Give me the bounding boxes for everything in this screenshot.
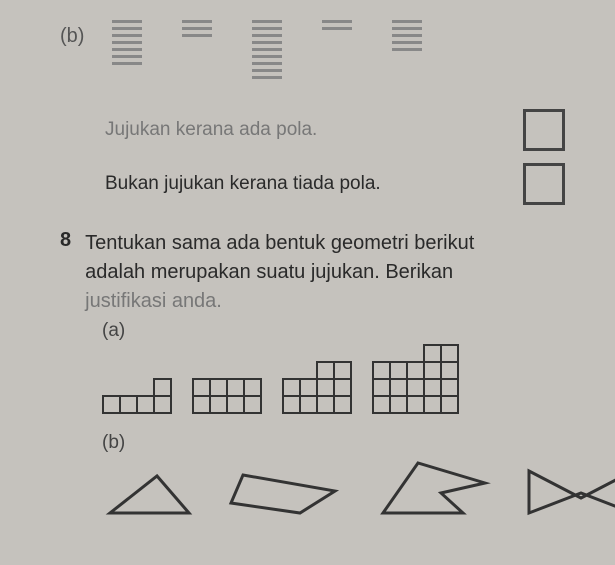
question-number: 8 — [60, 229, 71, 316]
statements-container: Jujukan kerana ada pola. Bukan jujukan ke… — [60, 109, 565, 205]
polygon-3 — [521, 463, 615, 518]
grid-shape-3 — [372, 344, 459, 414]
polygon-2 — [373, 458, 493, 518]
shapes-row-a — [102, 344, 565, 414]
shapes-row-b — [102, 458, 565, 518]
polygon-1 — [225, 463, 345, 518]
statement-text: Bukan jujukan kerana tiada pola. — [105, 173, 381, 195]
grid-shape-1 — [192, 378, 262, 414]
q8-line2: adalah merupakan suatu jujukan. Berikan — [85, 261, 453, 283]
part-b: (b) — [102, 432, 565, 518]
section-b-row: (b) — [60, 20, 565, 79]
part-a-label: (a) — [102, 320, 565, 342]
tally-2 — [252, 20, 282, 79]
checkbox[interactable] — [523, 109, 565, 151]
question-8: 8 Tentukan sama ada bentuk geometri beri… — [60, 229, 565, 316]
tally-1 — [182, 20, 212, 37]
question-text: Tentukan sama ada bentuk geometri beriku… — [85, 229, 474, 316]
part-a: (a) — [102, 320, 565, 414]
q8-line3: justifikasi anda. — [85, 290, 222, 312]
statement-row-1: Bukan jujukan kerana tiada pola. — [105, 163, 565, 205]
tally-3 — [322, 20, 352, 30]
statement-text: Jujukan kerana ada pola. — [105, 119, 317, 141]
tally-0 — [112, 20, 142, 65]
tally-4 — [392, 20, 422, 51]
statement-row-0: Jujukan kerana ada pola. — [105, 109, 565, 151]
section-b-label: (b) — [60, 25, 84, 48]
part-b-label: (b) — [102, 432, 565, 454]
tally-group — [112, 20, 422, 79]
polygon-0 — [102, 468, 197, 518]
grid-shape-0 — [102, 378, 172, 414]
checkbox[interactable] — [523, 163, 565, 205]
q8-line1: Tentukan sama ada bentuk geometri beriku… — [85, 232, 474, 254]
grid-shape-2 — [282, 361, 352, 414]
